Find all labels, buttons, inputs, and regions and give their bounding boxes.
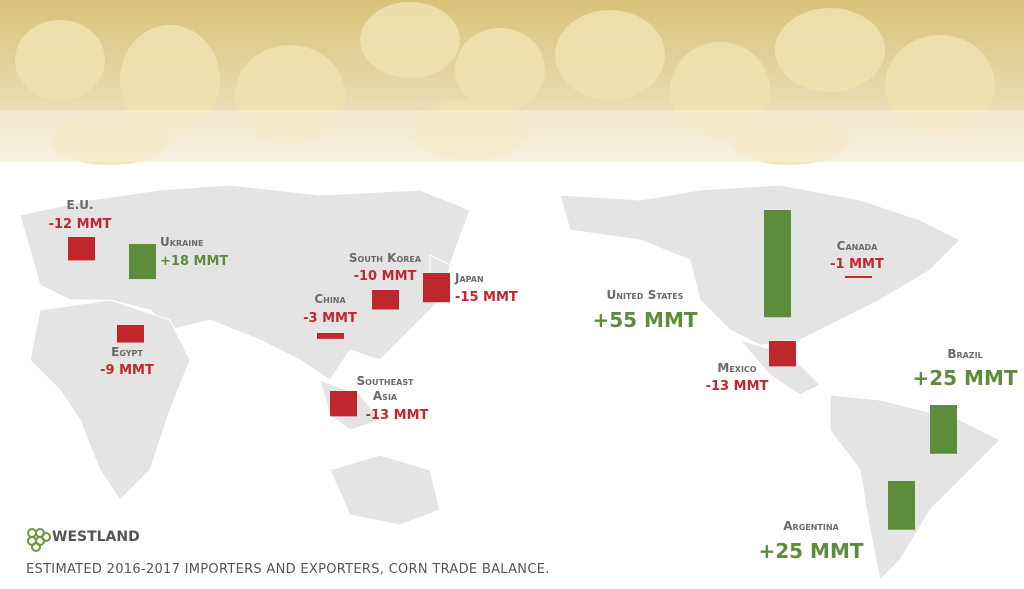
region-value: -10 MMT [353, 269, 417, 284]
region-value: -13 MMT [365, 408, 429, 423]
region-name: Canada [836, 239, 878, 253]
region-value: -12 MMT [48, 217, 112, 232]
region-name: United States [606, 288, 684, 302]
region-name: Ukraine [160, 235, 204, 249]
region-name: South Korea [348, 251, 422, 265]
trade-bar [764, 210, 791, 318]
region-value: -13 MMT [705, 379, 769, 394]
trade-bar [372, 290, 399, 310]
region-value: +25 MMT [758, 539, 864, 563]
region-value: +25 MMT [912, 366, 1018, 390]
world-map [19, 184, 1001, 582]
region-value: -3 MMT [303, 311, 357, 326]
region-name: Mexico [717, 361, 757, 375]
trade-bar [769, 341, 796, 367]
trade-bar [845, 276, 872, 278]
region-value: +55 MMT [592, 308, 698, 332]
region-name: Brazil [947, 347, 983, 361]
region-name: Southeast Asia [356, 374, 414, 403]
region-name: Japan [455, 271, 484, 285]
region-value: -1 MMT [830, 257, 884, 272]
trade-bar [68, 237, 95, 261]
trade-bar [330, 391, 357, 417]
trade-bar [117, 325, 144, 343]
region-value: +18 MMT [160, 254, 229, 269]
trade-bar [888, 481, 915, 530]
trade-bar [129, 244, 156, 280]
region-value: -9 MMT [100, 363, 154, 378]
region-name: Egypt [111, 345, 143, 359]
trade-bar [423, 273, 450, 303]
caption: ESTIMATED 2016-2017 IMPORTERS AND EXPORT… [26, 562, 550, 577]
region-name: China [314, 292, 346, 306]
corn-kernels [15, 2, 995, 165]
trade-bar [317, 333, 344, 339]
region-name: E.U. [66, 198, 94, 212]
region-name: Argentina [783, 519, 839, 533]
logo: WESTLAND [52, 529, 140, 545]
trade-bar [930, 405, 957, 454]
region-value: -15 MMT [455, 290, 518, 305]
logo-mark [27, 528, 51, 552]
